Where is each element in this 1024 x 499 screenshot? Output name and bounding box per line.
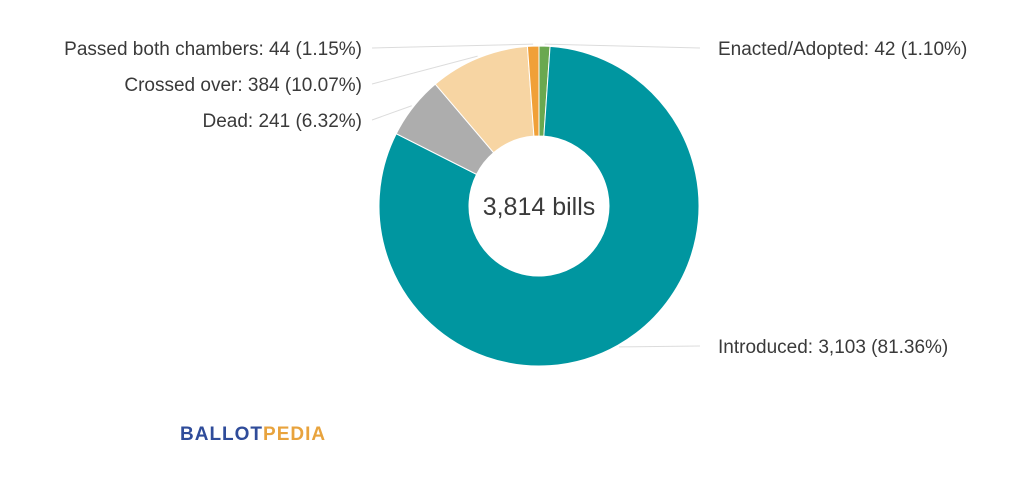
label-crossed-over: Crossed over: 384 (10.07%) xyxy=(124,75,362,96)
leader-line-introduced xyxy=(618,345,701,348)
leader-line-crossed-over xyxy=(371,55,478,85)
slice-passed-both-chambers[interactable] xyxy=(526,45,540,137)
label-dead: Dead: 241 (6.32%) xyxy=(203,111,363,132)
label-passed-both-chambers: Passed both chambers: 44 (1.15%) xyxy=(64,39,362,60)
slice-introduced[interactable] xyxy=(378,45,700,367)
leader-line-dead xyxy=(371,105,412,121)
logo-part-a: BALLOT xyxy=(180,424,264,445)
center-total-label: 3,814 bills xyxy=(483,193,596,221)
label-enacted-adopted: Enacted/Adopted: 42 (1.10%) xyxy=(718,39,967,60)
leader-line-enacted-adopted xyxy=(544,43,701,49)
leader-line-passed-both-chambers xyxy=(371,43,534,49)
label-introduced: Introduced: 3,103 (81.36%) xyxy=(718,337,948,358)
ballotpedia-logo: BALLOTPEDIA xyxy=(180,424,326,446)
logo-part-b: PEDIA xyxy=(263,424,327,445)
